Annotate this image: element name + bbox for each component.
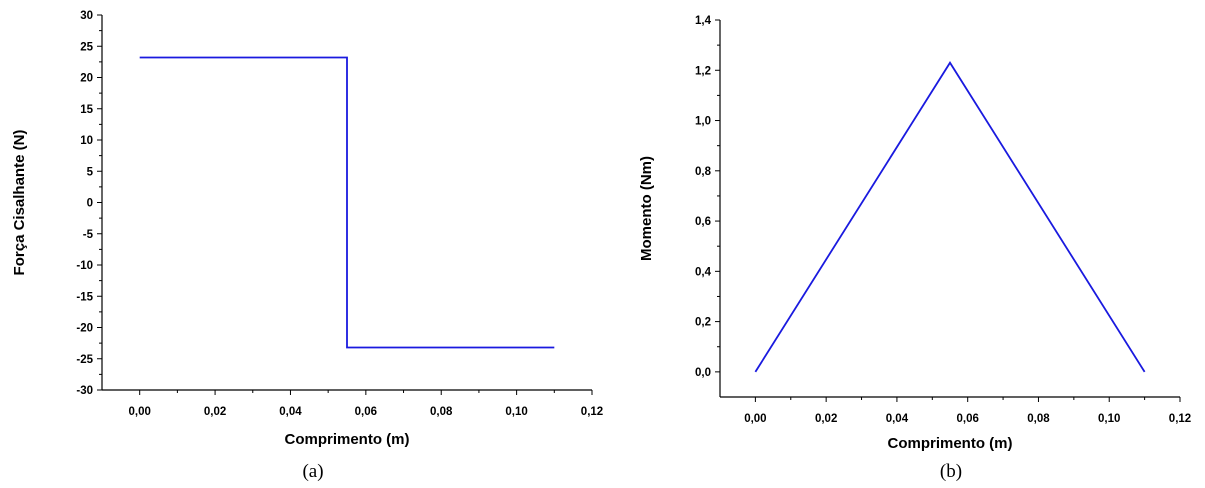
y-tick-label: 30 xyxy=(80,10,93,22)
y-tick-label: -5 xyxy=(83,229,94,241)
y-tick-label: 25 xyxy=(80,41,93,53)
panel-label: (b) xyxy=(940,461,962,482)
y-tick-label: 1,2 xyxy=(695,65,711,77)
x-tick-label: 0,08 xyxy=(430,406,453,418)
series-line xyxy=(139,56,555,349)
x-tick-label: 0,06 xyxy=(355,406,377,418)
y-tick-label: 5 xyxy=(87,166,94,178)
x-tick-label: 0,02 xyxy=(815,413,837,425)
chart-panel-a: -30 -25 -20 -15 -10 -5 0 5 10 15 20 25 30 0,00 0,02 0,0… xyxy=(11,10,603,482)
series-line xyxy=(754,61,1146,373)
x-tick-label: 0,00 xyxy=(128,406,150,418)
y-axis-title: Força Cisalhante (N) xyxy=(11,130,28,276)
y-tick-label: 1,0 xyxy=(695,116,711,128)
chart-panel-b: 0,0 0,2 0,4 0,6 0,8 1,0 1,2 1,4 0,00 0,02 0,04 0,06… xyxy=(638,15,1191,482)
x-tick-label: 0,06 xyxy=(956,413,978,425)
y-tick-label: 0,2 xyxy=(695,317,711,329)
y-tick-label: 10 xyxy=(80,135,93,147)
y-axis-title: Momento (Nm) xyxy=(638,156,655,261)
x-tick-label: 0,10 xyxy=(1098,413,1120,425)
x-tick-label: 0,08 xyxy=(1027,413,1050,425)
y-tick-label: -20 xyxy=(76,323,93,335)
x-tick-label: 0,12 xyxy=(1169,413,1191,425)
x-axis-title: Comprimento (m) xyxy=(888,435,1013,452)
y-tick-label: 0,8 xyxy=(695,166,712,178)
y-tick-label: -15 xyxy=(76,291,93,303)
y-tick-label: 0 xyxy=(87,198,93,210)
x-tick-label: 0,04 xyxy=(886,413,909,425)
y-tick-label: 0,0 xyxy=(695,367,711,379)
y-tick-label: 0,6 xyxy=(695,216,711,228)
y-tick-label: 20 xyxy=(80,73,93,85)
x-axis-title: Comprimento (m) xyxy=(285,431,410,448)
y-tick-label: 15 xyxy=(80,104,93,116)
x-tick-label: 0,04 xyxy=(279,406,302,418)
y-tick-label: 1,4 xyxy=(695,15,712,27)
x-tick-label: 0,10 xyxy=(505,406,527,418)
x-tick-label: 0,12 xyxy=(581,406,603,418)
x-tick-label: 0,02 xyxy=(204,406,226,418)
x-tick-label: 0,00 xyxy=(744,413,766,425)
y-tick-label: 0,4 xyxy=(695,266,712,278)
y-tick-label: -10 xyxy=(76,260,93,272)
y-tick-label: -25 xyxy=(76,354,93,366)
panel-label: (a) xyxy=(302,461,323,482)
y-tick-label: -30 xyxy=(76,385,93,397)
